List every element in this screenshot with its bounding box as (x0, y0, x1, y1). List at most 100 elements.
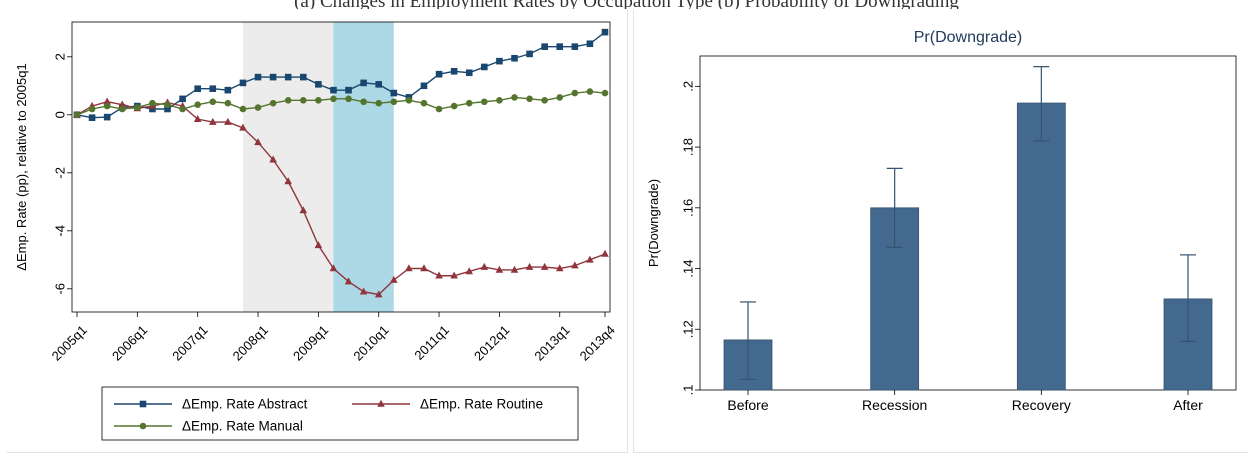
abstract-marker (179, 95, 186, 103)
legend-label: ΔEmp. Rate Manual (182, 419, 303, 434)
downgrade-probability-panel: Pr(Downgrade) .1 .12 .14 .16 .18 .2 Before Rec… (633, 10, 1248, 453)
legend-item-abstract: ΔEmp. Rate Abstract (114, 397, 308, 412)
legend-label: ΔEmp. Rate Abstract (182, 397, 308, 412)
abstract-marker (541, 43, 548, 50)
routine-marker (118, 100, 127, 108)
abstract-marker (556, 43, 564, 50)
y-tick-label: -6 (53, 283, 68, 295)
abstract-marker (345, 86, 352, 94)
manual-marker (118, 105, 126, 113)
manual-marker (586, 88, 594, 95)
error-bar-recession (886, 167, 903, 248)
routine-marker (208, 117, 217, 125)
x-category-label: Recovery (1012, 397, 1071, 413)
y-tick-label: .1 (681, 385, 696, 396)
routine-marker (224, 117, 232, 125)
routine-marker (239, 123, 247, 131)
routine-marker (510, 265, 519, 273)
legend-box (101, 386, 579, 441)
abstract-marker (601, 28, 609, 36)
routine-marker (540, 262, 549, 270)
error-bar-before (740, 301, 756, 380)
y-axis-label: Pr(Downgrade) (646, 179, 661, 267)
y-tick-label: .18 (681, 138, 696, 156)
figure-caption: (a) Changes in Employment Rates by Occup… (0, 0, 1253, 9)
plot-frame (699, 55, 1237, 391)
manual-marker (390, 98, 398, 106)
manual-marker (481, 98, 488, 106)
abstract-marker (526, 50, 533, 58)
manual-marker (330, 95, 337, 103)
abstract-marker (511, 54, 518, 62)
abstract-marker (330, 86, 337, 94)
routine-marker (525, 262, 534, 270)
abstract-marker (390, 89, 398, 97)
routine-marker (480, 262, 489, 270)
manual-marker (164, 101, 171, 108)
routine-marker (254, 138, 262, 146)
manual-marker (73, 111, 81, 119)
abstract-marker (139, 400, 147, 408)
chart-title: Pr(Downgrade) (914, 29, 1022, 46)
recovery-shading (333, 22, 394, 312)
routine-marker (193, 114, 202, 122)
routine-marker (390, 275, 398, 283)
routine-marker (450, 271, 458, 279)
manual-marker (254, 104, 262, 111)
manual-marker (239, 105, 247, 113)
routine-marker (420, 264, 428, 272)
manual-series (73, 88, 609, 119)
abstract-marker (299, 73, 307, 81)
x-tick-label: 2005q1 (49, 322, 90, 363)
manual-marker (420, 99, 428, 107)
manual-marker (103, 102, 111, 110)
manual-marker (284, 97, 292, 104)
x-category-label: After (1173, 397, 1203, 413)
manual-marker (375, 99, 383, 107)
manual-marker (526, 95, 533, 103)
abstract-marker (375, 81, 383, 88)
x-tick-label: 2009q1 (290, 322, 331, 363)
abstract-marker (254, 73, 262, 81)
manual-marker (139, 422, 147, 430)
routine-marker (495, 265, 504, 273)
manual-marker (405, 97, 413, 104)
y-tick-label: .12 (681, 320, 696, 338)
manual-marker (149, 99, 156, 107)
x-tick-label: 2008q1 (230, 322, 271, 363)
manual-marker (465, 99, 473, 107)
plot-frame (71, 21, 611, 313)
abstract-marker (284, 73, 292, 81)
y-tick-label: .14 (681, 260, 696, 278)
manual-marker (315, 97, 322, 104)
routine-marker (571, 261, 579, 269)
x-tick-label: 2007q1 (169, 322, 210, 363)
recession-shading (242, 22, 334, 312)
routine-marker (555, 264, 564, 272)
abstract-marker (149, 105, 156, 113)
y-tick-label: -4 (53, 225, 68, 237)
manual-marker (511, 94, 518, 101)
legend-item-manual: ΔEmp. Rate Manual (114, 419, 303, 434)
x-tick-label: 2012q1 (471, 322, 512, 363)
abstract-marker (164, 105, 171, 113)
routine-marker (329, 264, 338, 272)
manual-marker (134, 104, 141, 111)
abstract-marker (103, 113, 111, 121)
abstract-marker (496, 57, 503, 65)
x-category-label: Recession (862, 397, 927, 413)
routine-marker (299, 206, 308, 214)
abstract-marker (209, 85, 217, 92)
manual-marker (360, 98, 367, 106)
x-tick-label: 2011q1 (411, 322, 452, 363)
routine-marker (344, 277, 353, 285)
legend-label: ΔEmp. Rate Routine (420, 397, 543, 412)
routine-marker (374, 290, 383, 298)
manual-marker (571, 89, 579, 97)
y-tick-label: .16 (681, 199, 696, 217)
routine-marker (435, 271, 443, 279)
routine-marker (359, 287, 368, 295)
y-tick-label: .2 (681, 81, 696, 92)
y-tick-label: 2 (53, 53, 68, 60)
abstract-marker (586, 40, 594, 48)
